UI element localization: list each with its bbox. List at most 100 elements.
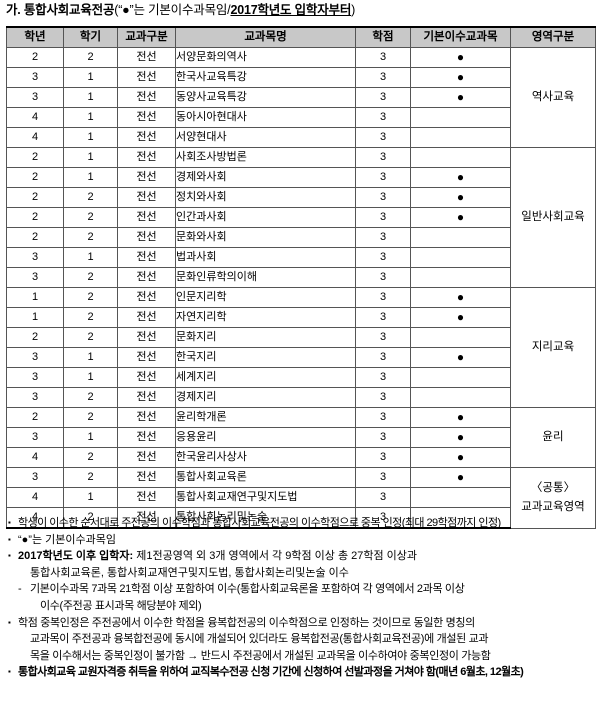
cell-year: 3	[6, 247, 64, 268]
cell-year: 4	[6, 447, 64, 468]
cell-basic-required	[410, 367, 511, 388]
cell-basic-required	[410, 127, 511, 148]
cell-credits: 3	[355, 87, 411, 108]
cell-year: 4	[6, 107, 64, 128]
column-header-credits: 학점	[355, 26, 411, 48]
cell-course-name: 경제지리	[175, 387, 356, 408]
cell-basic-required	[410, 247, 511, 268]
cell-credits: 3	[355, 307, 411, 328]
cell-basic-required: ●	[410, 287, 511, 308]
note-teacher-certificate-text: 통합사회교육 교원자격증 취득을 위하여 교직복수전공 신청 기간에 신청하여 …	[18, 666, 524, 679]
cell-division: 전선	[117, 507, 176, 529]
cell-basic-required	[410, 227, 511, 248]
notes-section: ▪ 학생이 이수한 순서대로 주전공의 이수학점과 통합사회교육전공의 이수학점으…	[6, 515, 596, 681]
note-2017-entrants-text: 제1전공영역 외 3개 영역에서 각 9학점 이상 총 27학점 이상과	[133, 550, 418, 563]
note-basic-subjects-line1: 기본이수과목 7과목 21학점 이상 포함하여 이수(통합사회교육론을 포함하여…	[30, 583, 465, 596]
page-title: 가. 통합사회교육전공(“●”는 기본이수과목임/2017학년도 입학자부터)	[6, 1, 355, 19]
cell-semester: 2	[63, 307, 118, 328]
cell-course-name: 정치와사회	[175, 187, 356, 208]
cell-division: 전선	[117, 187, 176, 208]
cell-course-name: 통합사회논리및논술	[175, 507, 356, 529]
cell-basic-required: ●	[410, 47, 511, 68]
table-row: 4 1 전선 통합사회교재연구및지도법 3	[6, 487, 596, 508]
cell-division: 전선	[117, 227, 176, 248]
cell-year: 1	[6, 307, 64, 328]
cell-credits: 3	[355, 47, 411, 68]
cell-division: 전선	[117, 307, 176, 328]
cell-credits: 3	[355, 427, 411, 448]
cell-semester: 1	[63, 487, 118, 508]
cell-credits: 3	[355, 287, 411, 308]
table-row: 2 2 전선 인간과사회 3 ●	[6, 207, 596, 228]
cell-course-name: 사회조사방법론	[175, 147, 356, 168]
cell-semester: 2	[63, 407, 118, 428]
bullet-square-icon: ▪	[8, 617, 11, 627]
cell-division: 전선	[117, 287, 176, 308]
cell-division: 전선	[117, 347, 176, 368]
cell-year: 2	[6, 207, 64, 228]
filled-circle-icon: ●	[456, 70, 465, 84]
table-row: 3 1 전선 법과사회 3	[6, 247, 596, 268]
cell-basic-required	[410, 387, 511, 408]
cell-course-name: 통합사회교육론	[175, 467, 356, 488]
table-row: 3 2 전선 통합사회교육론 3 ● 〈공통〉 교과교육영역	[6, 467, 596, 529]
note-dot-legend: ▪ “●”는 기본이수과목임	[6, 532, 596, 549]
note-2017-entrants-line2: 통합사회교육론, 통합사회교재연구및지도법, 통합사회논리및논술 이수	[30, 566, 349, 579]
cell-course-name: 경제와사회	[175, 167, 356, 188]
note-credit-recognition-line2: 교과목이 주전공과 융복합전공에 동시에 개설되어 있더라도 융복합전공(통합사…	[30, 633, 489, 646]
cell-division: 전선	[117, 247, 176, 268]
table-row: 2 1 전선 경제와사회 3 ●	[6, 167, 596, 188]
table-row: 4 2 전선 한국윤리사상사 3 ●	[6, 447, 596, 468]
filled-circle-icon: ●	[456, 410, 465, 424]
filled-circle-icon: ●	[456, 90, 465, 104]
cell-credits: 3	[355, 127, 411, 148]
cell-division: 전선	[117, 327, 176, 348]
cell-division: 전선	[117, 267, 176, 288]
cell-course-name: 문화인류학의이해	[175, 267, 356, 288]
cell-year: 3	[6, 347, 64, 368]
column-header-semester: 학기	[63, 26, 118, 48]
cell-basic-required: ●	[410, 87, 511, 108]
cell-credits: 3	[355, 227, 411, 248]
cell-division: 전선	[117, 367, 176, 388]
cell-year: 1	[6, 287, 64, 308]
cell-division: 전선	[117, 127, 176, 148]
table-row: 3 1 전선 응용윤리 3 ●	[6, 427, 596, 448]
cell-basic-required	[410, 147, 511, 168]
cell-course-name: 문화와사회	[175, 227, 356, 248]
column-header-area: 영역구분	[510, 26, 596, 48]
cell-credits: 3	[355, 207, 411, 228]
cell-basic-required: ●	[410, 187, 511, 208]
cell-semester: 2	[63, 267, 118, 288]
table-row: 2 2 전선 정치와사회 3 ●	[6, 187, 596, 208]
filled-circle-icon: ●	[456, 310, 465, 324]
table-row: 2 2 전선 문화와사회 3	[6, 227, 596, 248]
cell-division: 전선	[117, 87, 176, 108]
filled-circle-icon: ●	[456, 450, 465, 464]
cell-area: 일반사회교육	[510, 147, 596, 288]
table-row: 3 1 전선 세계지리 3	[6, 367, 596, 388]
cell-year: 2	[6, 47, 64, 68]
course-table-container: 학년 학기 교과구분 교과목명 학점 기본이수교과목 영역구분 2 2 전선 서양문화…	[6, 26, 596, 529]
cell-semester: 1	[63, 127, 118, 148]
table-row: 1 2 전선 인문지리학 3 ● 지리교육	[6, 287, 596, 408]
note-2017-entrants: ▪ 2017학년도 이후 입학자: 제1전공영역 외 3개 영역에서 각 9학점 …	[6, 548, 596, 581]
note-credit-recognition-line3: 목을 이수해서는 중복인정이 불가함 → 반드시 주전공에서 개설된 교과목을 …	[30, 649, 491, 662]
table-row: 2 2 전선 윤리학개론 3 ● 윤리	[6, 407, 596, 468]
cell-semester: 1	[63, 67, 118, 88]
course-table-body: 2 2 전선 서양문화의역사 3 ● 역사교육 3 1 전선 한국사교육특강 3 ● 3 1 전선 동양사교육특…	[6, 47, 596, 529]
cell-credits: 3	[355, 467, 411, 488]
filled-circle-icon: ●	[456, 190, 465, 204]
cell-area: 윤리	[510, 407, 596, 468]
note-dot-legend-text: “●”는 기본이수과목임	[18, 533, 116, 546]
cell-basic-required	[410, 267, 511, 288]
cell-course-name: 동양사교육특강	[175, 87, 356, 108]
cell-course-name: 자연지리학	[175, 307, 356, 328]
cell-basic-required: ●	[410, 207, 511, 228]
cell-year: 2	[6, 147, 64, 168]
cell-year: 3	[6, 387, 64, 408]
column-header-division: 교과구분	[117, 26, 176, 48]
cell-course-name: 서양현대사	[175, 127, 356, 148]
cell-course-name: 세계지리	[175, 367, 356, 388]
